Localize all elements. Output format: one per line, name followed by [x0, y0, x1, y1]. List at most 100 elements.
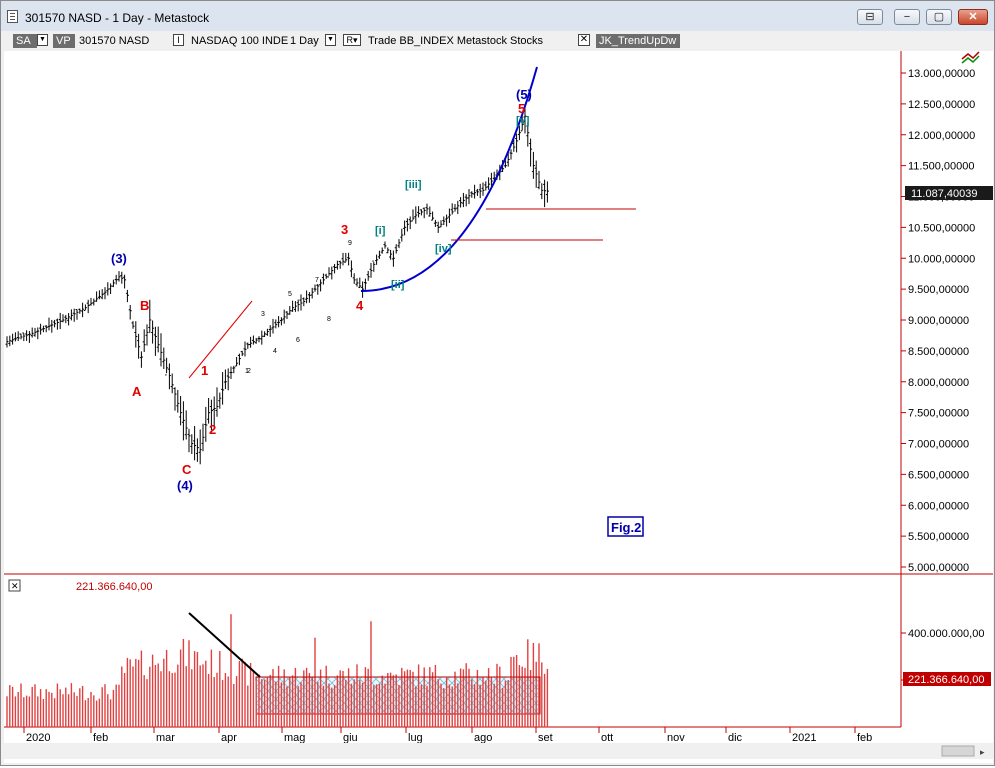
wave-label-v: [v]: [516, 115, 530, 127]
month-label: feb: [93, 732, 108, 744]
maximize-button[interactable]: ▢: [926, 9, 952, 25]
price-bar: [173, 387, 177, 411]
price-bar: [310, 287, 314, 299]
chart-tool-icon[interactable]: [961, 51, 980, 64]
price-bar: [123, 274, 127, 289]
scrollbar-thumb[interactable]: [941, 745, 975, 757]
wave-label-a: A: [132, 384, 142, 399]
price-bar: [207, 398, 211, 424]
close-button[interactable]: ✕: [958, 9, 988, 25]
wave-label-5-major: (5): [516, 87, 532, 102]
price-bar: [464, 194, 468, 207]
wave-label-3-major: (3): [111, 251, 127, 266]
price-bar: [75, 309, 79, 320]
sa-dropdown-arrow-icon[interactable]: ▼: [37, 34, 48, 46]
volume-pane-close-icon[interactable]: [8, 579, 21, 592]
volume-trendline: [188, 612, 261, 678]
price-bar: [489, 172, 493, 186]
price-bar: [515, 133, 519, 153]
month-label: 2021: [792, 732, 816, 744]
price-bar: [260, 330, 264, 345]
price-tick-label: 8.500,00000: [908, 346, 969, 358]
price-bar: [419, 209, 423, 216]
price-bar: [22, 332, 26, 342]
symbol-label: 301570 NASD: [79, 35, 150, 47]
price-bar: [391, 250, 395, 267]
price-bar: [324, 273, 328, 279]
month-label: feb: [857, 732, 872, 744]
price-bar: [509, 149, 513, 160]
price-bar: [456, 200, 460, 215]
price-bar: [279, 317, 283, 326]
price-tick-label: 12.500,00000: [908, 99, 975, 111]
price-tick-label: 13.000,00000: [908, 68, 975, 80]
price-bar: [478, 183, 482, 199]
price-bar: [195, 438, 199, 462]
price-bar: [86, 299, 90, 314]
price-bar: [254, 337, 258, 344]
volume-pane-close-glyph[interactable]: ✕: [11, 581, 19, 591]
fig-label: Fig.2: [611, 520, 641, 535]
price-bar: [243, 341, 247, 357]
chart-area: 13.000,00000 12.500,00000 12.000,00000 11.5…: [4, 51, 993, 763]
price-bar: [288, 305, 292, 315]
price-bar: [109, 283, 113, 295]
minimize-button[interactable]: −: [894, 9, 920, 25]
wave-label-1: 1: [201, 363, 208, 378]
price-bar: [293, 301, 297, 312]
price-tick-label: 9.500,00000: [908, 284, 969, 296]
price-bar: [204, 406, 208, 442]
fig-label-box: [607, 516, 644, 537]
horizontal-scrollbar[interactable]: [4, 743, 993, 759]
index-selector-icon[interactable]: I: [173, 34, 184, 46]
price-bar: [338, 260, 342, 269]
r-selector[interactable]: R▾: [343, 34, 361, 46]
price-bar: [67, 313, 71, 326]
wave-trendline: [188, 300, 253, 379]
price-bar: [72, 308, 76, 322]
price-bar: [408, 216, 412, 230]
price-bar: [361, 281, 365, 298]
volume-tick-label: 400.000.000,00: [908, 628, 984, 640]
price-bar: [153, 326, 157, 356]
price-bar: [422, 207, 426, 219]
price-bar: [11, 333, 15, 345]
price-bar: [36, 327, 40, 340]
price-bar: [159, 333, 163, 367]
price-bar: [355, 278, 359, 287]
price-bar: [330, 266, 334, 280]
minor-label-7: 7: [315, 277, 319, 284]
price-bar: [375, 254, 379, 265]
volume-header-value: 221.366.640,00: [76, 581, 152, 593]
price-bar: [44, 325, 48, 333]
price-bar: [25, 330, 29, 341]
restore-layout-button[interactable]: ⊟: [857, 9, 883, 25]
price-bar: [372, 260, 376, 272]
price-bar: [534, 160, 538, 188]
price-tick-label: 10.000,00000: [908, 253, 975, 265]
time-axis-labels: 2020 feb mar apr mag giu lug ago set ott nov dic 202…: [23, 727, 872, 744]
scroll-right-arrow-icon[interactable]: ▸: [980, 747, 985, 757]
sa-selector[interactable]: SA: [13, 34, 37, 48]
price-bar: [181, 401, 185, 441]
price-bar: [58, 312, 62, 330]
minor-label-8: 8: [327, 316, 331, 323]
price-bar: [184, 410, 188, 440]
price-bar: [487, 177, 491, 190]
wave-label-b: B: [140, 298, 149, 313]
vp-button[interactable]: VP: [53, 34, 75, 48]
price-bar: [447, 208, 451, 223]
price-bar: [411, 209, 415, 222]
price-bar: [232, 365, 236, 374]
price-bar: [333, 263, 337, 274]
period-dropdown-arrow-icon[interactable]: ▼: [325, 34, 336, 46]
price-bar: [221, 372, 225, 405]
price-tick-label: 7.000,00000: [908, 439, 969, 451]
price-bar: [347, 252, 351, 266]
indicator-close-icon[interactable]: ✕: [578, 34, 590, 46]
price-bar: [274, 319, 278, 329]
price-bar: [428, 206, 432, 217]
wave-labels: (3) (4) (5) A B C 1 2 3 4 5 [i] [ii] [ii…: [111, 87, 532, 493]
price-bar: [540, 183, 544, 200]
price-bar: [431, 211, 435, 221]
